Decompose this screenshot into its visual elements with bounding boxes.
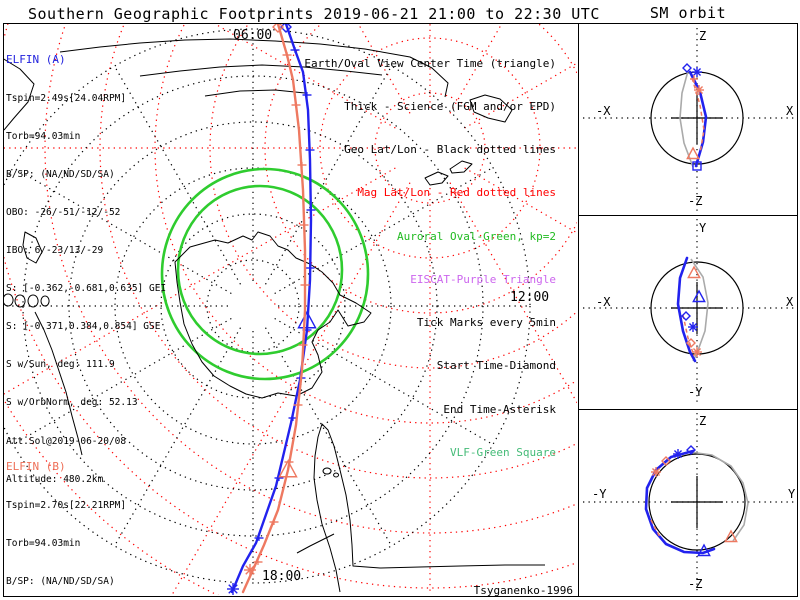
sm-orbit-panel: [583, 28, 794, 211]
coastline: [469, 94, 513, 123]
credits: Tsyganenko-1996 Created: Wed Jan 25 10:2…: [330, 556, 573, 600]
legend-item: Geo Lat/Lon - Black dotted lines: [344, 143, 556, 157]
panel3-axis-bottom: -Z: [688, 577, 703, 591]
elfin-a-param: S: [-0.362,-0.681,0.635] GEI: [6, 283, 167, 295]
elfin-b-param: B/SP: (NA/ND/SD/SA): [6, 575, 115, 587]
elfin-b-param: Tspin=2.70s[22.21RPM]: [6, 499, 127, 511]
footprint-track: [230, 24, 313, 594]
elfin-a-param: Torb=94.03min: [6, 130, 81, 142]
coastline: [296, 533, 335, 554]
elfin-a-param: S w/Sun, deg: 111.9: [6, 359, 115, 371]
elfin-a-param: Tspin=2.49s[24.04RPM]: [6, 92, 127, 104]
coastline: [34, 311, 83, 456]
coastline: [4, 58, 35, 131]
legend-item: Start Time-Diamond: [436, 359, 556, 373]
plot-legend: Earth/Oval View Center Time (triangle) T…: [258, 28, 556, 489]
legend-item: EISCAT-Purple Triangle: [410, 272, 556, 286]
coastline: [204, 89, 306, 97]
model-name: Tsyganenko-1996: [473, 584, 573, 597]
legend-item: Mag Lat/Lon - Red dotted lines: [357, 186, 556, 200]
panel1-axis-right: X: [786, 104, 794, 118]
panel1-axis-bottom: -Z: [688, 194, 703, 208]
footprint-track: [241, 24, 307, 594]
coastline: [4, 293, 50, 308]
clock-label-06: 06:00: [233, 28, 273, 43]
coastline: [313, 423, 545, 593]
sm-orbit-panel: [583, 413, 794, 592]
frame-lines: [3, 23, 798, 597]
panel2-axis-left: -X: [596, 295, 611, 309]
legend-item: Thick - Science (FGM and/or EPD): [344, 100, 556, 114]
coastline: [22, 231, 43, 264]
sm-orbit-panel: [583, 219, 794, 402]
panel1-axis-left: -X: [596, 104, 611, 118]
elfin-a-param: OBO: -26/-51/-12/-52: [6, 206, 121, 218]
panel2-axis-right: X: [786, 295, 794, 309]
elfin-b-param: Torb=94.03min: [6, 537, 81, 549]
legend-item: VLF-Green Square: [450, 445, 556, 459]
elfin-a-param-block: ELFIN (A) Tspin=2.49s[24.04RPM] Torb=94.…: [6, 29, 166, 512]
coastline: [424, 160, 473, 186]
auroral-oval: [160, 167, 370, 381]
elfin-a-param: S w/OrbNorm, deg: 52.13: [6, 397, 138, 409]
coastline: [174, 231, 372, 399]
coastline: [322, 467, 340, 478]
legend-item: Auroral Oval-Green, kp=2: [397, 229, 556, 243]
elfin-a-param: Att.Sol@2019-06-20/08: [6, 435, 127, 447]
coastline: [139, 64, 383, 77]
auroral-oval: [176, 184, 344, 356]
panel2-axis-bottom: -Y: [688, 385, 703, 399]
legend-item: Earth/Oval View Center Time (triangle): [304, 56, 556, 70]
elfin-a-param: IBO: 6/-23/13/-29: [6, 244, 104, 256]
elfin-a-param: Altitude: 480.2km: [6, 473, 104, 485]
panel3-axis-top: Z: [699, 414, 707, 428]
elfin-a-param: B/SP: (NA/ND/SD/SA): [6, 168, 115, 180]
legend-item: Tick Marks every 5min: [416, 316, 556, 330]
elfin-b-label: ELFIN (B): [6, 460, 66, 474]
panel1-axis-top: Z: [699, 29, 707, 43]
panel2-axis-top: Y: [699, 221, 707, 235]
elfin-a-label: ELFIN (A): [6, 53, 66, 67]
legend-item: End Time-Asterisk: [443, 402, 556, 416]
panel3-axis-left: -Y: [592, 487, 607, 501]
panel3-axis-right: Y: [788, 487, 796, 501]
elfin-b-param-block: ELFIN (B) Tspin=2.70s[22.21RPM] Torb=94.…: [6, 436, 160, 600]
clock-label-18: 18:00: [262, 569, 302, 584]
sm-orbit-title: SM orbit: [649, 4, 727, 22]
coastline: [59, 38, 449, 98]
elfin-a-param: S: [-0.371,0.384,0.854] GSE: [6, 321, 161, 333]
page-title: Southern Geographic Footprints 2019-06-2…: [28, 5, 600, 23]
clock-label-12: 12:00: [510, 290, 550, 305]
